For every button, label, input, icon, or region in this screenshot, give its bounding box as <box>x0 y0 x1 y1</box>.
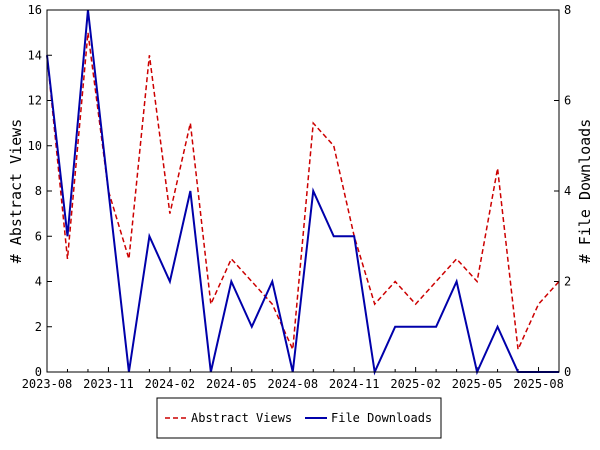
legend-box <box>156 397 442 439</box>
left-axis-title: # Abstract Views <box>7 119 25 264</box>
left-y-tick-label: 4 <box>35 275 42 289</box>
legend: Abstract Views File Downloads <box>156 397 442 439</box>
left-y-tick-label: 6 <box>35 229 42 243</box>
axis-ticks <box>46 9 560 373</box>
left-y-tick-label: 10 <box>28 139 42 153</box>
plot-area-frame <box>46 9 560 373</box>
left-y-tick-label: 14 <box>28 48 42 62</box>
left-y-tick-label: 8 <box>35 184 42 198</box>
right-y-tick-label: 8 <box>564 3 571 17</box>
x-tick-label: 2025-08 <box>513 377 564 391</box>
tick-labels: 0 2 4 6 8 10 12 14 16 0 2 4 6 8 2023-08 2023-11 2024-02 2… <box>22 3 572 391</box>
right-axis-title: # File Downloads <box>576 119 594 264</box>
x-tick-label: 2024-11 <box>329 377 380 391</box>
x-tick-label: 2024-08 <box>267 377 318 391</box>
x-tick-label: 2025-05 <box>452 377 503 391</box>
x-tick-label: 2024-02 <box>145 377 196 391</box>
left-y-tick-label: 12 <box>28 94 42 108</box>
right-y-tick-label: 0 <box>564 365 571 379</box>
x-tick-label: 2025-02 <box>390 377 441 391</box>
left-y-tick-label: 16 <box>28 3 42 17</box>
x-tick-label: 2023-08 <box>22 377 73 391</box>
x-tick-label: 2024-05 <box>206 377 257 391</box>
series-line-file-downloads <box>46 9 559 376</box>
right-y-tick-label: 6 <box>564 94 571 108</box>
left-y-tick-label: 2 <box>35 320 42 334</box>
legend-label-abstract-views: Abstract Views <box>191 411 292 425</box>
series-line-abstract-views <box>46 32 560 353</box>
left-y-tick-label: 0 <box>35 365 42 379</box>
x-tick-label: 2023-11 <box>83 377 134 391</box>
right-y-tick-label: 2 <box>564 275 571 289</box>
series-lines <box>46 9 560 376</box>
right-y-tick-label: 4 <box>564 184 571 198</box>
legend-label-file-downloads: File Downloads <box>331 411 432 425</box>
